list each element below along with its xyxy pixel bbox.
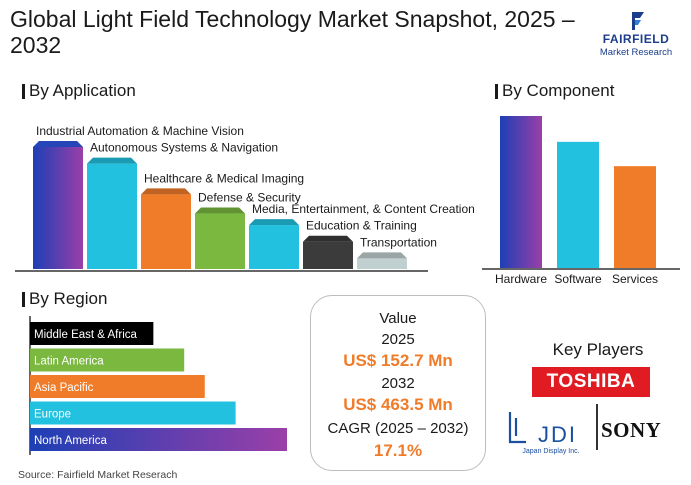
region-bar-latin-america xyxy=(30,348,185,372)
jdi-subtitle: Japan Display Inc. xyxy=(522,448,580,455)
section-marker xyxy=(22,83,25,99)
application-bar-cap-defense-security xyxy=(195,207,245,214)
application-label-healthcare-medical-imaging: Healthcare & Medical Imaging xyxy=(144,171,304,185)
region-section-title: By Region xyxy=(22,289,107,309)
key-players-divider xyxy=(596,404,598,450)
market-value-box: Value 2025 US$ 152.7 Mn 2032 US$ 463.5 M… xyxy=(310,295,486,471)
component-chart: Hardware Software Services xyxy=(482,116,680,286)
jdi-wordmark: JDI xyxy=(538,422,577,447)
application-section-label: By Application xyxy=(29,81,136,100)
brand-logo: FAIRFIELD Market Research xyxy=(586,10,686,60)
application-bar-cap-industrial-automation-machine-vision xyxy=(33,141,83,147)
cagr-value: 17.1% xyxy=(373,441,423,460)
brand-subtitle: Market Research xyxy=(599,47,673,58)
source-note: Source: Fairfield Market Reserach xyxy=(18,469,178,481)
region-section-label: By Region xyxy=(29,289,108,308)
application-bar-education-training xyxy=(303,241,353,269)
application-bar-cap-healthcare-medical-imaging xyxy=(141,188,191,195)
section-marker xyxy=(22,291,25,307)
region-bar-middle-east-africa xyxy=(30,322,154,345)
application-label-media-entertainment-content-creation: Media, Entertainment, & Content Creation xyxy=(252,202,475,216)
application-bar-transportation xyxy=(357,258,407,269)
application-bar-autonomous-systems-navigation xyxy=(87,163,137,269)
component-bar-software xyxy=(557,141,599,268)
region-chart: Middle East & Africa Latin America Asia Pa… xyxy=(29,316,287,455)
jdi-logo: JDI xyxy=(508,412,577,447)
application-bar-healthcare-medical-imaging xyxy=(141,194,191,269)
region-label-asia-pacific: Asia Pacific xyxy=(34,382,94,394)
region-label-north-america: North America xyxy=(34,435,107,447)
region-bar-north-america xyxy=(30,428,287,451)
page-title: Global Light Field Technology Market Sna… xyxy=(10,6,575,58)
application-label-industrial-automation-machine-vision: Industrial Automation & Machine Vision xyxy=(36,124,244,138)
application-label-transportation: Transportation xyxy=(360,235,437,249)
value-year-end: 2032 xyxy=(381,375,415,392)
application-bar-media-entertainment-content-creation xyxy=(249,225,299,269)
key-players-title: Key Players xyxy=(552,340,644,359)
section-marker xyxy=(495,83,498,99)
value-start: US$ 152.7 Mn xyxy=(343,351,453,370)
sony-logo: SONY xyxy=(601,418,662,442)
toshiba-logo: TOSHIBA xyxy=(532,367,650,397)
application-section-title: By Application xyxy=(22,81,136,101)
cagr-label: CAGR (2025 – 2032) xyxy=(327,420,469,437)
application-bar-cap-education-training xyxy=(303,235,353,242)
application-label-education-training: Education & Training xyxy=(306,219,417,233)
region-label-europe: Europe xyxy=(34,409,71,421)
application-bar-cap-transportation xyxy=(357,252,407,259)
component-label-software: Software xyxy=(554,272,602,286)
region-bar-asia-pacific xyxy=(30,375,205,398)
application-label-defense-security: Defense & Security xyxy=(198,191,301,205)
value-label: Value xyxy=(379,310,417,327)
fairfield-logo-icon xyxy=(632,12,644,30)
application-bar-defense-security xyxy=(195,213,245,269)
application-bar-cap-media-entertainment-content-creation xyxy=(249,219,299,226)
application-bar-cap-autonomous-systems-navigation xyxy=(87,157,137,164)
component-section-title: By Component xyxy=(495,81,614,101)
component-bar-hardware xyxy=(500,116,542,268)
application-bar-industrial-automation-machine-vision xyxy=(33,147,83,269)
brand-name: FAIRFIELD xyxy=(602,32,670,46)
component-section-label: By Component xyxy=(502,81,615,100)
application-label-autonomous-systems-navigation: Autonomous Systems & Navigation xyxy=(90,141,278,155)
application-chart: Industrial Automation & Machine Vision Au… xyxy=(15,124,475,272)
component-label-hardware: Hardware xyxy=(495,272,547,286)
value-end: US$ 463.5 Mn xyxy=(343,395,453,414)
component-label-services: Services xyxy=(612,272,658,286)
region-label-middle-east-africa: Middle East & Africa xyxy=(34,329,138,341)
value-year-start: 2025 xyxy=(381,331,415,348)
region-label-latin-america: Latin America xyxy=(34,356,104,368)
component-bar-services xyxy=(614,166,656,268)
region-bar-europe xyxy=(30,401,236,425)
